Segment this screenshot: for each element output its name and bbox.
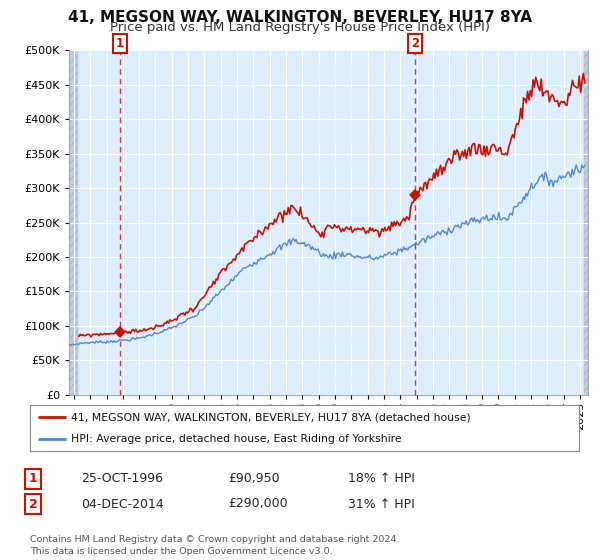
Text: 1: 1: [29, 472, 37, 486]
Text: £90,950: £90,950: [228, 472, 280, 486]
Text: £290,000: £290,000: [228, 497, 287, 511]
Bar: [584, 50, 588, 395]
Text: 18% ↑ HPI: 18% ↑ HPI: [348, 472, 415, 486]
Bar: [69, 50, 78, 395]
Text: 1: 1: [116, 38, 124, 50]
Text: 31% ↑ HPI: 31% ↑ HPI: [348, 497, 415, 511]
Text: 2: 2: [411, 38, 419, 50]
Text: 25-OCT-1996: 25-OCT-1996: [81, 472, 163, 486]
Text: HPI: Average price, detached house, East Riding of Yorkshire: HPI: Average price, detached house, East…: [71, 435, 402, 444]
Text: 41, MEGSON WAY, WALKINGTON, BEVERLEY, HU17 8YA (detached house): 41, MEGSON WAY, WALKINGTON, BEVERLEY, HU…: [71, 412, 471, 422]
Text: Price paid vs. HM Land Registry's House Price Index (HPI): Price paid vs. HM Land Registry's House …: [110, 21, 490, 34]
Text: 04-DEC-2014: 04-DEC-2014: [81, 497, 164, 511]
Text: Contains HM Land Registry data © Crown copyright and database right 2024.
This d: Contains HM Land Registry data © Crown c…: [30, 535, 400, 556]
Text: 2: 2: [29, 497, 37, 511]
Text: 41, MEGSON WAY, WALKINGTON, BEVERLEY, HU17 8YA: 41, MEGSON WAY, WALKINGTON, BEVERLEY, HU…: [68, 10, 532, 25]
